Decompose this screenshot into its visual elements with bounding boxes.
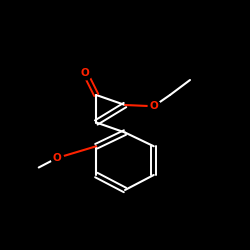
Text: O: O bbox=[52, 153, 62, 163]
Text: O: O bbox=[80, 68, 90, 78]
Text: O: O bbox=[150, 101, 158, 111]
